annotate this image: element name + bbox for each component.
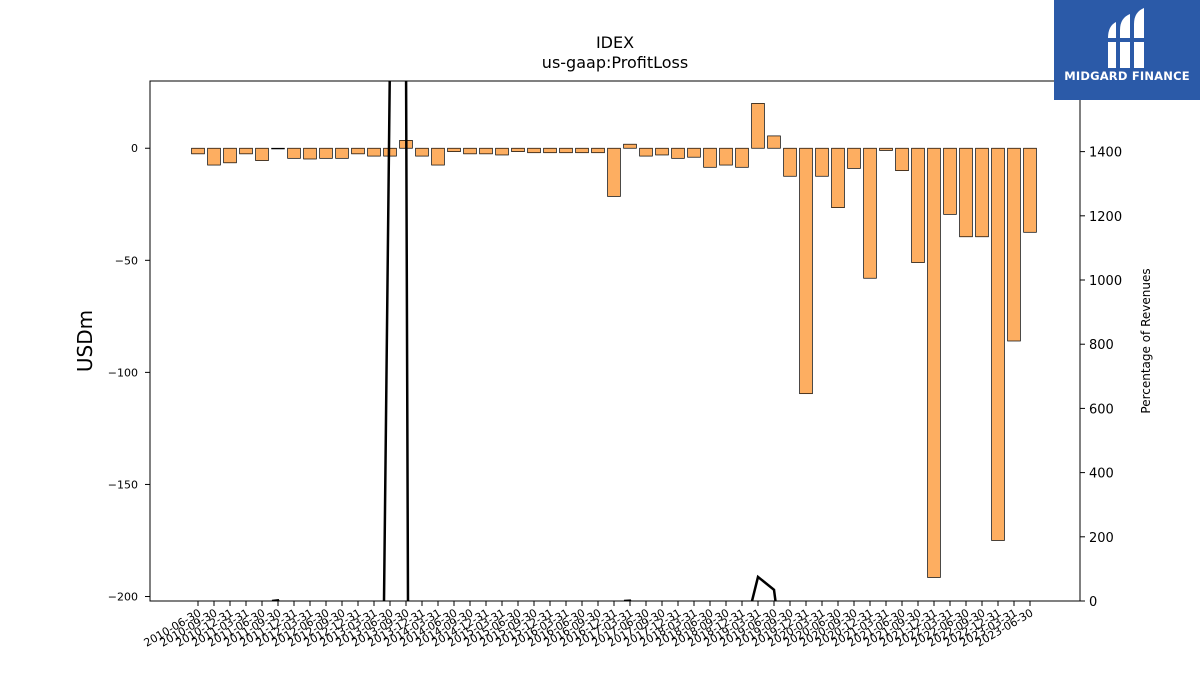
bar <box>591 147 605 154</box>
bar <box>991 147 1005 541</box>
bar <box>239 147 253 155</box>
bar <box>671 147 685 159</box>
bar <box>207 147 221 166</box>
y2-tick-label: 1000 <box>1089 274 1122 289</box>
right-axis: 0 200 400 600 800 1000 1200 1400 <box>1080 146 1122 610</box>
bar <box>975 147 989 238</box>
bar <box>767 135 781 149</box>
y-tick-label: 0 <box>131 142 138 155</box>
bar <box>639 147 653 157</box>
bar <box>799 147 813 395</box>
bar <box>367 147 381 157</box>
bar <box>287 147 301 159</box>
bar <box>943 147 957 215</box>
ratio-line-layer <box>271 81 777 601</box>
bar <box>879 147 893 151</box>
y2-axis-label: Percentage of Revenues <box>1139 268 1153 413</box>
bar <box>895 147 909 172</box>
y2-tick-label: 600 <box>1089 402 1114 417</box>
logo-text: MIDGARD FINANCE <box>1064 69 1190 83</box>
y-tick-label: −150 <box>108 478 138 491</box>
bar <box>847 147 861 169</box>
bar <box>351 147 365 155</box>
bar <box>255 147 269 161</box>
bar <box>815 147 829 177</box>
bar <box>223 147 237 164</box>
bar <box>927 147 941 578</box>
bar <box>335 147 349 159</box>
bar <box>751 103 765 149</box>
left-axis: 0 −50 −100 −150 −200 <box>108 142 150 604</box>
bar <box>415 147 429 157</box>
midgard-logo-icon <box>1106 8 1148 68</box>
bar <box>863 147 877 279</box>
y2-tick-label: 400 <box>1089 467 1114 482</box>
bar <box>607 147 621 197</box>
ratio-line <box>382 81 410 601</box>
bar <box>719 147 733 166</box>
ratio-line <box>750 574 777 601</box>
bar <box>527 147 541 154</box>
bar <box>959 147 973 238</box>
bar <box>703 147 717 168</box>
bar <box>447 147 461 152</box>
brand-logo: MIDGARD FINANCE <box>1054 0 1200 100</box>
y2-tick-label: 1200 <box>1089 210 1122 225</box>
bar <box>431 147 445 166</box>
bar <box>655 147 669 156</box>
bar <box>575 147 589 154</box>
bar <box>319 147 333 159</box>
bar <box>831 147 845 208</box>
y2-tick-label: 800 <box>1089 338 1114 353</box>
bar <box>271 147 285 150</box>
bars-layer <box>191 103 1037 578</box>
bar <box>495 147 509 156</box>
bar <box>1023 147 1037 233</box>
bar <box>479 147 493 155</box>
bar <box>783 147 797 177</box>
bar <box>1007 147 1021 342</box>
bar <box>735 147 749 168</box>
chart-title: IDEX <box>596 33 634 52</box>
bar <box>623 143 637 149</box>
chart-subtitle: us-gaap:ProfitLoss <box>542 53 688 72</box>
bar <box>511 147 525 152</box>
bar <box>303 147 317 160</box>
y-tick-label: −100 <box>108 366 138 379</box>
bar <box>463 147 477 155</box>
bar <box>191 147 205 155</box>
bar <box>911 147 925 263</box>
y-tick-label: −50 <box>115 254 138 267</box>
bar <box>687 147 701 158</box>
bottom-axis: 2010-06-302010-09-302010-12-312011-03-31… <box>142 601 1036 650</box>
plot-frame <box>149 80 1081 602</box>
y2-tick-label: 0 <box>1089 595 1097 610</box>
y-axis-label: USDm <box>73 310 97 372</box>
y2-tick-label: 200 <box>1089 531 1114 546</box>
bar <box>543 147 557 154</box>
y2-tick-label: 1400 <box>1089 146 1122 161</box>
y-tick-label: −200 <box>108 591 138 604</box>
bar <box>559 147 573 154</box>
